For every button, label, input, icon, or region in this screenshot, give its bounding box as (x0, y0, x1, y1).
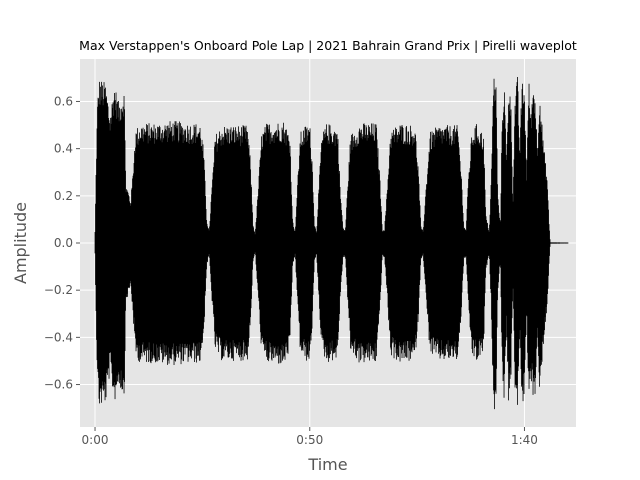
y-tick-label: 0.0 (54, 236, 73, 250)
y-tick-label: −0.2 (44, 283, 73, 297)
x-axis-ticks: 0:00 0:50 1:40 (82, 427, 538, 447)
x-axis-label: Time (307, 455, 347, 474)
x-tick-label: 1:40 (511, 433, 538, 447)
y-tick-label: −0.6 (44, 378, 73, 392)
chart-title: Max Verstappen's Onboard Pole Lap | 2021… (79, 38, 577, 53)
y-tick-label: 0.6 (54, 94, 73, 108)
y-axis-ticks: −0.6 −0.4 −0.2 0.0 0.2 0.4 0.6 (44, 94, 80, 392)
waveform (94, 76, 569, 410)
y-tick-label: −0.4 (44, 330, 73, 344)
x-tick-label: 0:50 (296, 433, 323, 447)
x-tick-label: 0:00 (82, 433, 109, 447)
y-axis-label: Amplitude (11, 202, 30, 284)
y-tick-label: 0.2 (54, 189, 73, 203)
y-tick-label: 0.4 (54, 142, 73, 156)
